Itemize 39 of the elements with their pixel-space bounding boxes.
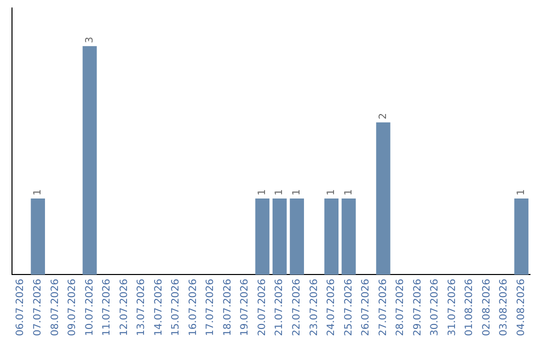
data-label: 1 [274, 189, 286, 196]
x-tick-label: 18.07.2026 [222, 278, 234, 336]
x-tick-label: 23.07.2026 [308, 278, 320, 336]
data-label: 2 [378, 112, 389, 120]
x-tick-label: 27.07.2026 [378, 278, 389, 336]
x-tick-label: 16.07.2026 [188, 278, 199, 336]
data-label: 3 [84, 36, 96, 44]
x-tick-label: 12.07.2026 [118, 278, 130, 336]
x-tick-label: 20.07.2026 [256, 278, 268, 336]
x-tick-label: 08.07.2026 [50, 278, 61, 336]
x-tick-label: 04.08.2026 [516, 278, 527, 336]
x-tick-label: 01.08.2026 [464, 278, 476, 336]
x-tick-label: 11.07.2026 [102, 278, 113, 336]
data-label: 1 [516, 189, 527, 196]
x-tick-label: 09.07.2026 [67, 278, 78, 336]
x-tick-label: 15.07.2026 [170, 278, 182, 336]
x-tick-label: 26.07.2026 [360, 278, 372, 336]
x-tick-label: 29.07.2026 [412, 278, 424, 336]
x-tick-label: 25.07.2026 [343, 278, 354, 336]
data-label: 1 [343, 189, 354, 196]
data-label: 1 [291, 189, 302, 196]
x-tick-label: 07.07.2026 [32, 278, 44, 336]
x-tick-label: 03.08.2026 [498, 278, 510, 336]
data-label: 1 [326, 189, 338, 196]
x-tick-label: 06.07.2026 [15, 278, 26, 336]
x-tick-label: 30.07.2026 [430, 278, 441, 336]
x-tick-label: 31.07.2026 [446, 278, 458, 336]
x-tick-label: 17.07.2026 [205, 278, 216, 336]
x-tick-label: 21.07.2026 [274, 278, 286, 336]
x-tick-label: 02.08.2026 [481, 278, 492, 336]
x-tick-label: 19.07.2026 [240, 278, 251, 336]
data-label: 1 [256, 189, 268, 196]
x-tick-label: 10.07.2026 [84, 278, 96, 336]
data-label: 1 [32, 189, 44, 196]
x-tick-label: 14.07.2026 [153, 278, 164, 336]
x-tick-label: 22.07.2026 [291, 278, 302, 336]
x-tick-label: 24.07.2026 [326, 278, 338, 336]
x-tick-label: 13.07.2026 [136, 278, 148, 336]
x-tick-label: 28.07.2026 [395, 278, 406, 336]
